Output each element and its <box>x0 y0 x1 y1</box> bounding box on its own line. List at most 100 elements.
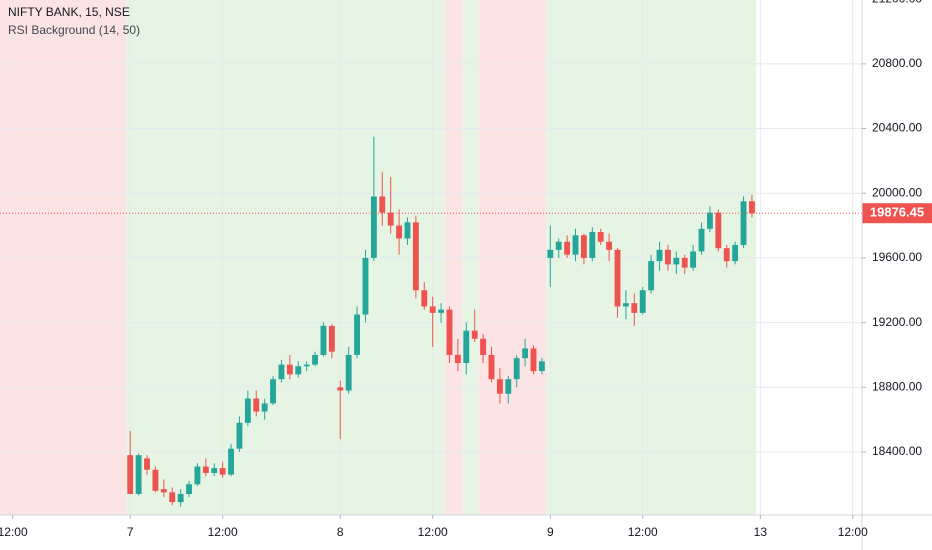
candle-body <box>690 251 697 268</box>
x-tick-label: 12:00 <box>0 525 28 539</box>
candle-body <box>572 235 579 255</box>
candle-body <box>152 469 159 491</box>
candle-body <box>396 225 403 239</box>
candle-body <box>580 235 587 258</box>
candle-body <box>261 403 268 412</box>
candle-body <box>236 422 243 449</box>
candle-body <box>202 466 209 473</box>
x-tick-label: 12:00 <box>418 525 448 539</box>
x-tick-label: 12:00 <box>838 525 868 539</box>
candles <box>127 136 755 507</box>
candle-body <box>622 303 629 307</box>
axes: 18400.00 18800.00 19200.00 19600.00 20000.00… <box>0 0 922 539</box>
candle-body <box>370 196 377 258</box>
candle-body <box>438 309 445 313</box>
candle-body <box>160 489 167 493</box>
last-price-box <box>862 203 932 224</box>
candle-body <box>496 379 503 394</box>
candle-body <box>530 348 537 372</box>
candle-body <box>673 257 680 265</box>
candle-body <box>732 244 739 262</box>
candle-body <box>228 448 234 475</box>
candle-body <box>387 212 394 226</box>
overlay: 19876.45 <box>0 203 932 224</box>
candle-body <box>253 398 260 412</box>
candle-body <box>412 222 419 291</box>
candle-body <box>144 458 150 470</box>
candle-body <box>740 201 747 245</box>
candle-body <box>270 379 276 404</box>
y-tick-label: 18400.00 <box>872 444 922 458</box>
y-tick-label: 19200.00 <box>872 315 922 329</box>
y-tick-label: 18800.00 <box>872 379 922 393</box>
candle-body <box>471 330 478 339</box>
candle-body <box>379 196 386 213</box>
x-tick-label: 8 <box>337 525 344 539</box>
candle-body <box>698 228 705 252</box>
candle-body <box>480 338 487 355</box>
candle-body <box>589 232 596 258</box>
candle-body <box>488 354 495 380</box>
candle-body <box>639 290 646 313</box>
candle-body <box>681 257 688 268</box>
x-tick-label: 12:00 <box>628 525 658 539</box>
candle-body <box>429 306 436 313</box>
y-tick-label: 20400.00 <box>872 121 922 135</box>
x-tick-label: 9 <box>547 525 554 539</box>
candle-body <box>312 354 318 365</box>
candle-body <box>597 232 604 242</box>
candle-body <box>463 330 470 364</box>
candle-body <box>715 212 722 249</box>
candle-body <box>328 325 335 352</box>
candle-body <box>286 364 293 375</box>
candle-body <box>555 241 562 250</box>
candle-body <box>446 309 453 355</box>
candle-body <box>177 493 184 503</box>
x-tick-label: 13 <box>754 525 768 539</box>
candle-body <box>354 314 361 355</box>
candle-body <box>186 484 192 494</box>
candle-body <box>295 366 302 375</box>
candle-body <box>345 354 352 391</box>
candle-body <box>320 325 327 355</box>
y-tick-label: 20000.00 <box>872 185 922 199</box>
candle-body <box>454 354 461 364</box>
y-tick-label: 20800.00 <box>872 56 922 70</box>
indicator-label: RSI Background (14, 50) <box>8 23 140 37</box>
candle-body <box>194 466 201 485</box>
candle-body <box>278 364 285 380</box>
candle-body <box>505 379 512 394</box>
candle-body <box>706 212 713 229</box>
x-tick-label: 12:00 <box>208 525 238 539</box>
candle-body <box>606 241 613 250</box>
candle-body <box>614 249 621 307</box>
candle-body <box>362 257 369 315</box>
candle-body <box>656 249 663 262</box>
candle-body <box>723 248 730 262</box>
candle-body <box>421 290 428 307</box>
candle-body <box>538 361 545 372</box>
y-tick-label: 21200.00 <box>872 0 922 5</box>
candle-body <box>337 387 344 391</box>
candle-body <box>127 455 134 494</box>
chart-title: NIFTY BANK, 15, NSE <box>8 5 130 19</box>
candle-body <box>522 348 529 359</box>
candle-body <box>211 468 218 473</box>
candle-body <box>664 249 671 265</box>
last-price-label: 19876.45 <box>870 205 924 220</box>
candle-body <box>404 222 411 239</box>
candle-body <box>219 468 226 475</box>
candle-body <box>748 201 755 214</box>
x-tick-label: 7 <box>127 525 134 539</box>
candle-body <box>244 398 251 423</box>
candle-body <box>547 249 554 258</box>
candle-body <box>135 455 142 494</box>
y-tick-label: 19600.00 <box>872 250 922 264</box>
candle-body <box>169 492 176 503</box>
candle-body <box>648 261 655 291</box>
candle-body <box>303 364 310 367</box>
candle-body <box>631 303 638 313</box>
candle-body <box>513 358 520 380</box>
